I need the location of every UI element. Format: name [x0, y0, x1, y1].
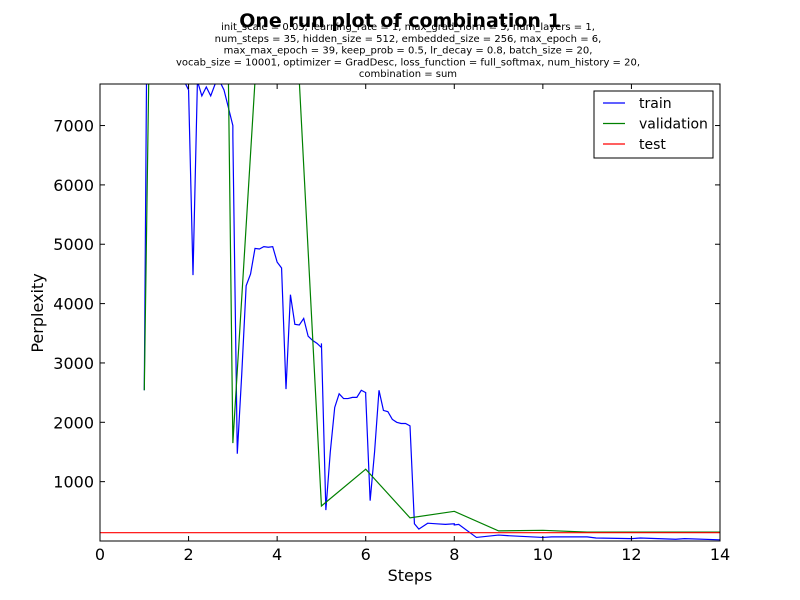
x-tick-label: 4 [272, 545, 282, 564]
chart-title: One run plot of combination 1 [239, 10, 561, 32]
x-tick-label: 14 [710, 545, 730, 564]
series-line-train [143, 84, 720, 541]
x-axis: 0 2 4 6 8 10 12 14 [95, 84, 730, 564]
x-tick-label: 2 [183, 545, 193, 564]
plot-area [99, 83, 721, 542]
y-tick-label: 3000 [53, 354, 94, 373]
y-tick-label: 4000 [53, 295, 94, 314]
y-axis-label: Perplexity [28, 273, 47, 352]
x-tick-label: 10 [533, 545, 553, 564]
subtitle-line: combination = sum [359, 69, 457, 80]
subtitle-line: init_scale = 0.05, learning_rate = 1, ma… [221, 22, 595, 33]
x-tick-label: 6 [361, 545, 371, 564]
chart-subtitle: init_scale = 0.05, learning_rate = 1, ma… [176, 22, 640, 80]
y-tick-label: 6000 [53, 176, 94, 195]
legend-label-validation: validation [639, 117, 708, 133]
subtitle-line: vocab_size = 10001, optimizer = GradDesc… [176, 57, 640, 68]
x-tick-label: 12 [621, 545, 641, 564]
legend-label-train: train [639, 96, 672, 112]
plot-frame [99, 83, 721, 542]
legend-label-test: test [639, 137, 666, 153]
x-tick-label: 0 [95, 545, 105, 564]
y-tick-label: 5000 [53, 235, 94, 254]
subtitle-line: max_max_epoch = 39, keep_prob = 0.5, lr_… [224, 46, 593, 57]
y-axis: 1000 2000 3000 4000 5000 6000 7000 [53, 117, 720, 492]
x-axis-label: Steps [388, 566, 433, 585]
legend-box [593, 90, 714, 159]
y-tick-label: 2000 [53, 413, 94, 432]
y-tick-label: 7000 [53, 117, 94, 136]
subtitle-line: num_steps = 35, hidden_size = 512, embed… [215, 34, 602, 45]
series-lines [100, 84, 720, 541]
x-tick-label: 8 [449, 545, 459, 564]
legend: train validation test [593, 90, 714, 159]
y-tick-label: 1000 [53, 473, 94, 492]
